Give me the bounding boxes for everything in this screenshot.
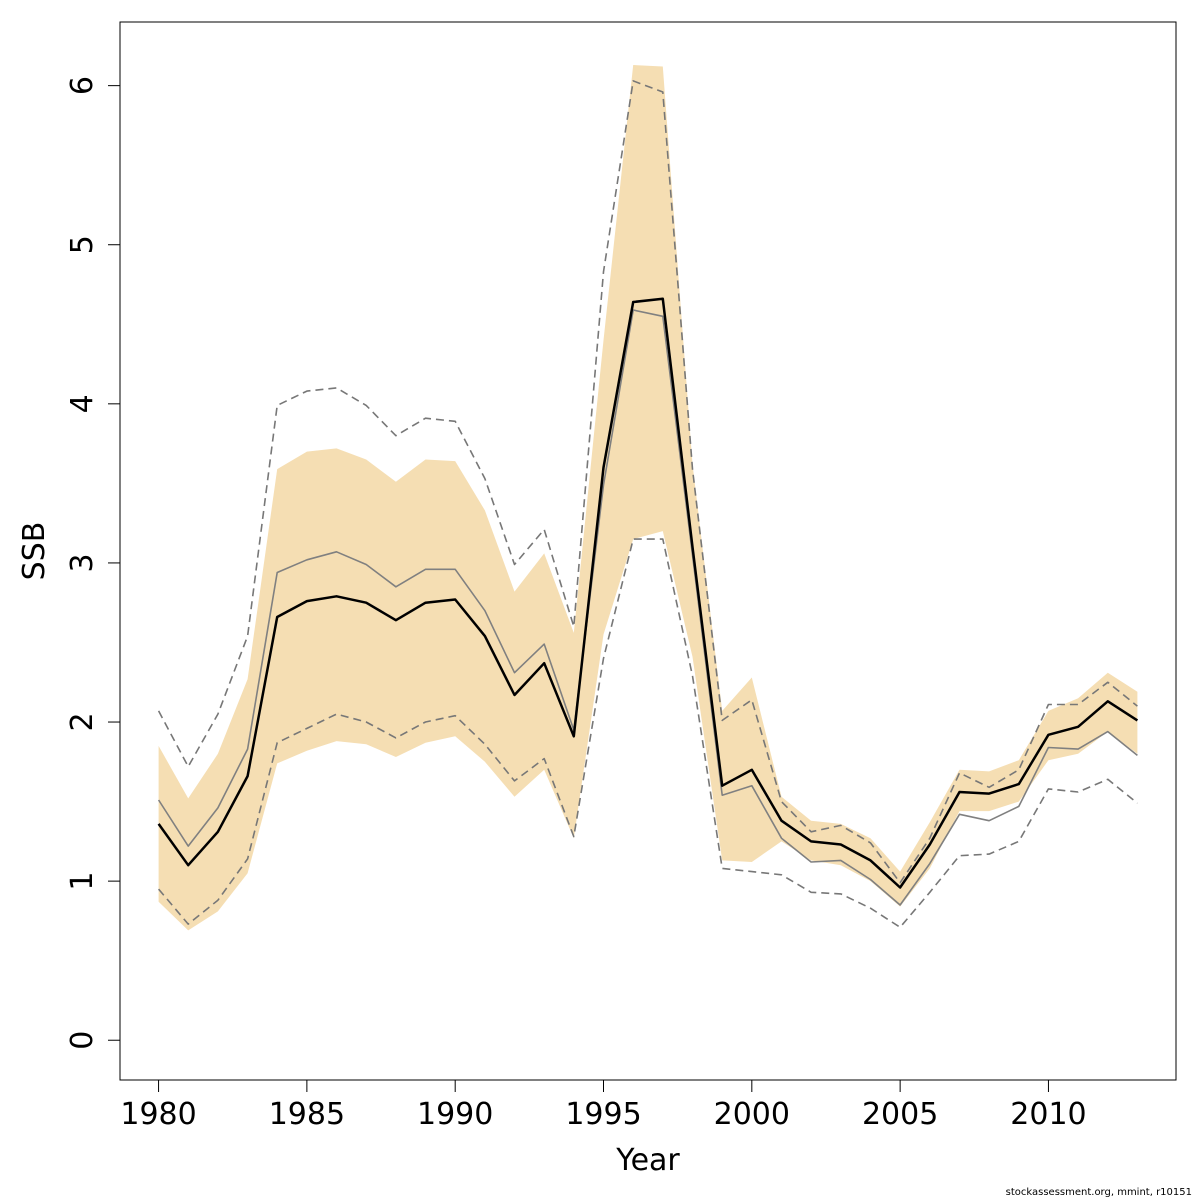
x-axis-title: Year — [615, 1143, 680, 1178]
series-line-estimate — [157, 297, 1139, 889]
x-tick-label: 2005 — [862, 1097, 938, 1132]
confidence-band — [158, 65, 1138, 931]
y-tick-label: 2 — [65, 712, 100, 731]
y-tick-label: 6 — [65, 76, 100, 95]
x-tick-label: 1985 — [269, 1097, 345, 1132]
series-line-alt-estimate — [157, 309, 1138, 906]
y-tick-label: 0 — [65, 1031, 100, 1050]
series-layer — [157, 80, 1139, 929]
y-tick-label: 1 — [65, 872, 100, 891]
y-tick-label: 3 — [65, 553, 100, 572]
x-tick-label: 2010 — [1010, 1097, 1086, 1132]
x-tick-label: 1995 — [565, 1097, 641, 1132]
x-axis: 1980 1985 1990 1995 2000 2005 2010 — [120, 1079, 1087, 1132]
x-tick-label: 1990 — [417, 1097, 493, 1132]
y-axis: 0 1 2 3 4 5 6 — [65, 76, 121, 1050]
y-axis-title: SSB — [17, 522, 52, 581]
series-line-lower-dashed — [157, 538, 1138, 929]
series-line-upper-dashed — [157, 80, 1138, 884]
confidence-band-layer — [158, 65, 1138, 931]
y-tick-label: 4 — [65, 394, 100, 413]
x-tick-label: 2000 — [714, 1097, 790, 1132]
y-tick-label: 5 — [65, 235, 100, 254]
x-tick-label: 1980 — [120, 1097, 196, 1132]
credit-text: stockassessment.org, mmint, r10151 — [1005, 1187, 1192, 1198]
